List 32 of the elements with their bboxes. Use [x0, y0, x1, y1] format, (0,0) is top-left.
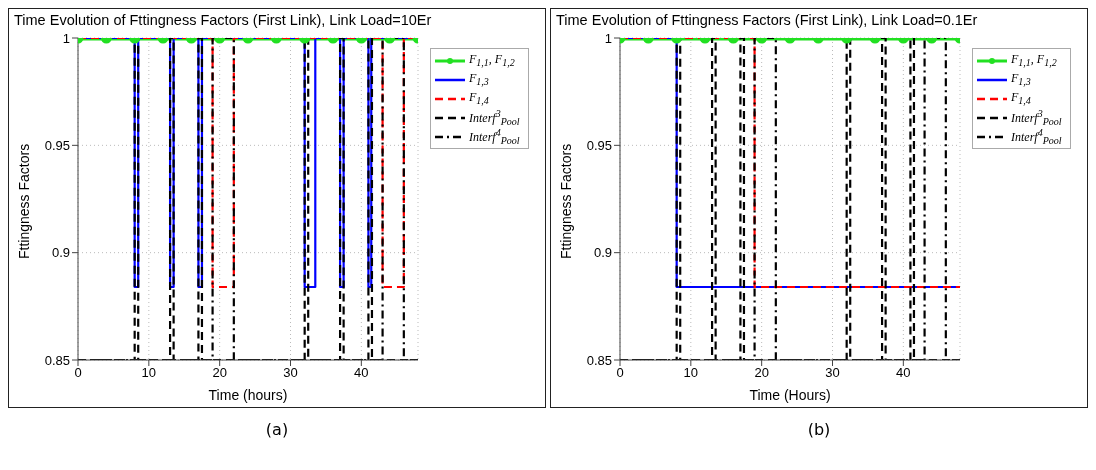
- x-axis-title: Time (Hours): [749, 387, 831, 403]
- x-tick-label: 30: [283, 365, 298, 381]
- legend-label: F$_{1,3}$: [469, 71, 489, 88]
- x-tick-label: 0: [616, 365, 624, 381]
- x-tick-label: 40: [896, 365, 911, 381]
- x-tick-label: 30: [825, 365, 840, 381]
- x-axis-title: Time (hours): [208, 387, 288, 403]
- x-tick-label: 20: [754, 365, 769, 381]
- y-tick-label: 1: [604, 30, 612, 46]
- y-tick-label: 0.95: [586, 137, 612, 153]
- text: (b): [806, 420, 832, 439]
- x-tick-label: 10: [141, 365, 157, 381]
- legend-label: F$_{1,4}$: [1011, 90, 1031, 107]
- legend-label: F$_{1,1}$, F$_{1,2}$: [1011, 52, 1057, 69]
- y-tick-label: 0.85: [44, 352, 70, 368]
- y-tick-label: 1: [62, 30, 70, 46]
- legend-label: F$_{1,1}$, F$_{1,2}$: [469, 52, 515, 69]
- chart-title: Time Evolution of Fttingness Factors (First Link), Link Load=10Er: [14, 12, 432, 28]
- y-axis-title: Fttingness Factors: [15, 143, 32, 259]
- legend-label: F$_{1,4}$: [469, 90, 489, 107]
- y-axis-title: Fttingness Factors: [557, 143, 574, 259]
- x-tick-label: 20: [212, 365, 227, 381]
- y-tick-label: 0.9: [593, 245, 612, 261]
- x-tick-label: 40: [354, 365, 369, 381]
- x-tick-label: 0: [74, 365, 82, 381]
- text: (a): [264, 420, 290, 439]
- x-tick-label: 10: [683, 365, 699, 381]
- legend-label: F$_{1,3}$: [1011, 71, 1031, 88]
- y-tick-label: 0.9: [51, 245, 70, 261]
- y-tick-label: 0.85: [586, 352, 612, 368]
- chart-title: Time Evolution of Fttingness Factors (First Link), Link Load=0.1Er: [556, 12, 978, 28]
- y-tick-label: 0.95: [44, 137, 70, 153]
